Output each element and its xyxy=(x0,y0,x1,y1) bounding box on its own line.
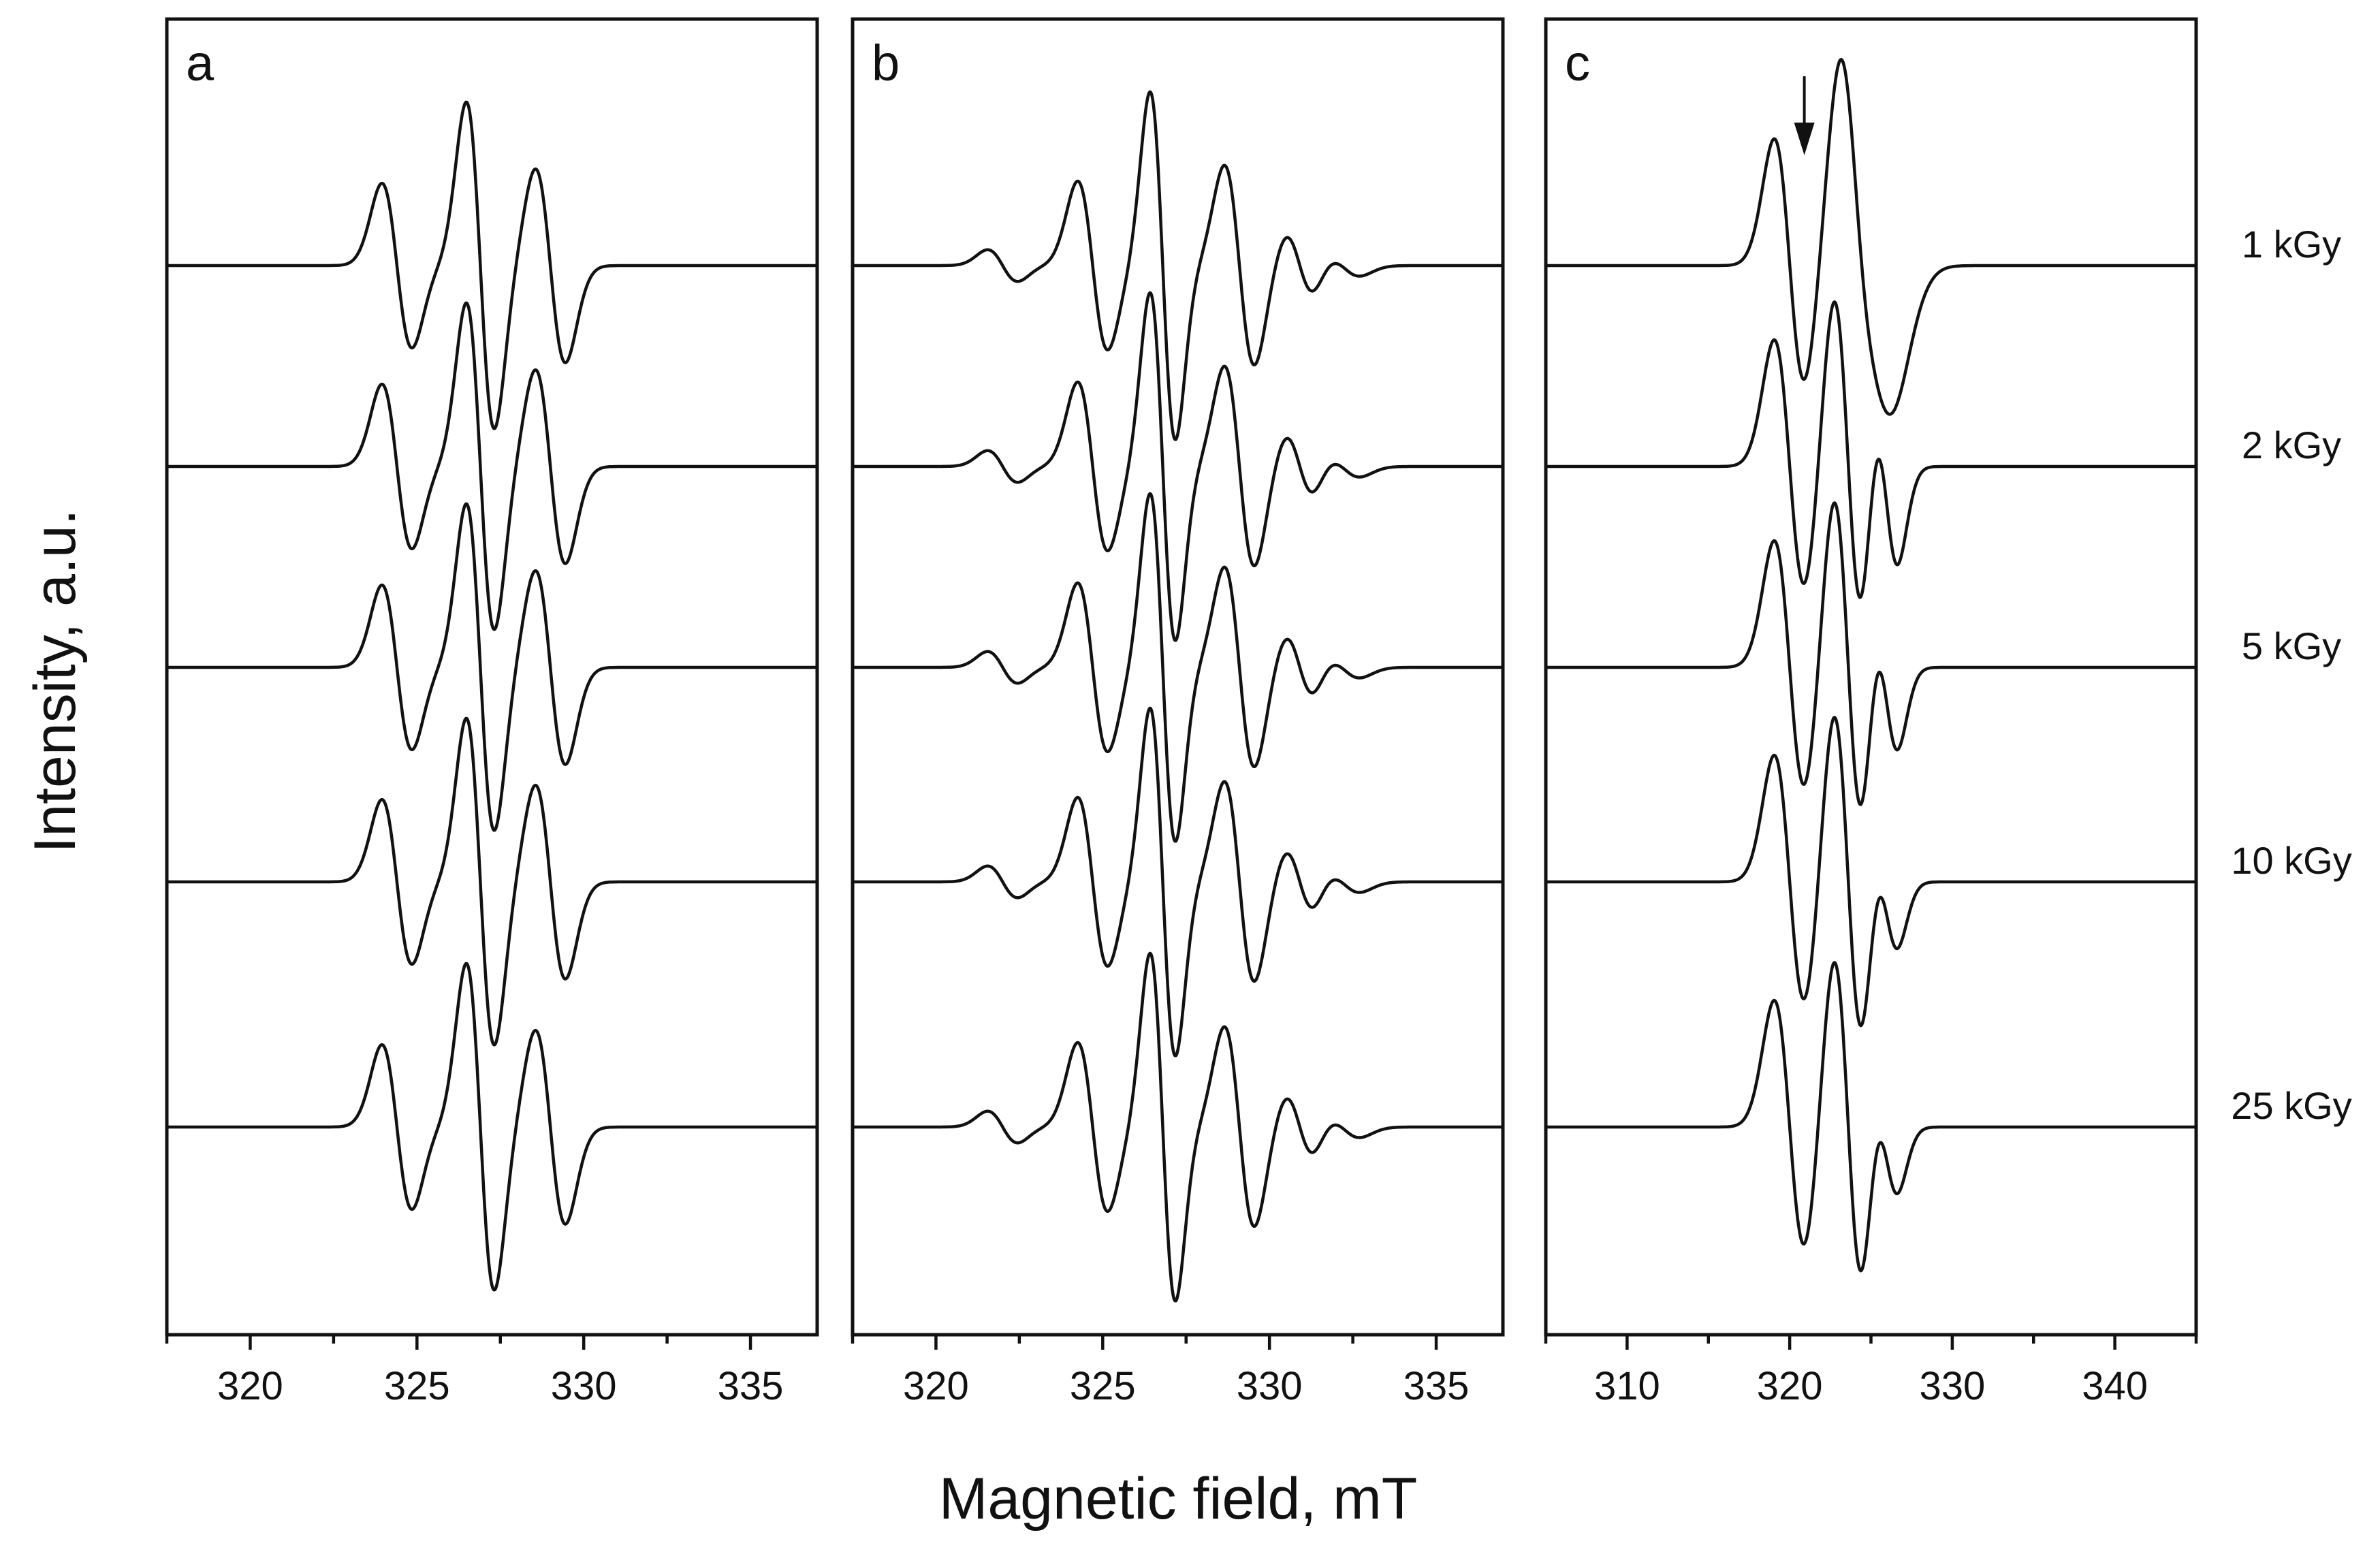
tick-label: 320 xyxy=(217,1364,283,1408)
tick-label: 330 xyxy=(551,1364,617,1408)
panel-frame xyxy=(851,17,1505,1337)
tick-label: 335 xyxy=(1403,1364,1470,1408)
panel-frame xyxy=(165,17,819,1337)
tick-label: 340 xyxy=(2082,1364,2148,1408)
tick-label: 330 xyxy=(1237,1364,1303,1408)
spectrum-c-1-kgy xyxy=(1544,58,2198,416)
panel-a: a 320 325 330 335 xyxy=(165,17,819,1408)
panel-letter: b xyxy=(872,35,900,91)
tick-label: 310 xyxy=(1594,1364,1660,1408)
spectrum-a-2-kgy xyxy=(165,301,819,631)
tick-label: 320 xyxy=(1757,1364,1823,1408)
tick-label: 325 xyxy=(1070,1364,1136,1408)
annotation-arrow xyxy=(1794,76,1815,155)
spectrum-a-5-kgy xyxy=(165,502,819,832)
dose-label: 25 kGy xyxy=(2231,1084,2351,1127)
dose-label: 10 kGy xyxy=(2231,839,2351,882)
dose-labels: 1 kGy 2 kGy 5 kGy 10 kGy 25 kGy xyxy=(2231,223,2351,1127)
spectrum-b-2-kgy xyxy=(851,291,1505,642)
dose-label: 2 kGy xyxy=(2242,424,2341,466)
spectrum-c-5-kgy xyxy=(1544,501,2198,806)
dose-label: 5 kGy xyxy=(2242,624,2341,667)
spectrum-b-1-kgy xyxy=(851,90,1505,441)
spectrum-b-5-kgy xyxy=(851,492,1505,843)
spectrum-c-2-kgy xyxy=(1544,300,2198,599)
spectrum-a-25-kgy xyxy=(165,962,819,1292)
dose-label: 1 kGy xyxy=(2242,223,2341,266)
panel-frame xyxy=(1544,17,2198,1337)
y-axis-title: Intensity, a.u. xyxy=(22,509,88,853)
panel-letter: a xyxy=(186,35,215,91)
tick-label: 320 xyxy=(903,1364,969,1408)
panel-c: c 310 320 330 340 xyxy=(1544,17,2198,1408)
panels: a 320 325 330 335 b 320 325 330 335 c 310 320 330 340 xyxy=(165,17,2198,1408)
spectrum-a-10-kgy xyxy=(165,716,819,1047)
spectrum-b-25-kgy xyxy=(851,951,1505,1303)
tick-label: 330 xyxy=(1919,1364,1985,1408)
spectrum-c-25-kgy xyxy=(1544,961,2198,1273)
spectrum-a-1-kgy xyxy=(165,100,819,430)
spectrum-b-10-kgy xyxy=(851,706,1505,1058)
panel-letter: c xyxy=(1565,35,1590,91)
tick-label: 335 xyxy=(718,1364,784,1408)
spectrum-c-10-kgy xyxy=(1544,716,2198,1028)
x-axis-title: Magnetic field, mT xyxy=(939,1466,1418,1532)
tick-label: 325 xyxy=(384,1364,450,1408)
panel-b: b 320 325 330 335 xyxy=(851,17,1505,1408)
